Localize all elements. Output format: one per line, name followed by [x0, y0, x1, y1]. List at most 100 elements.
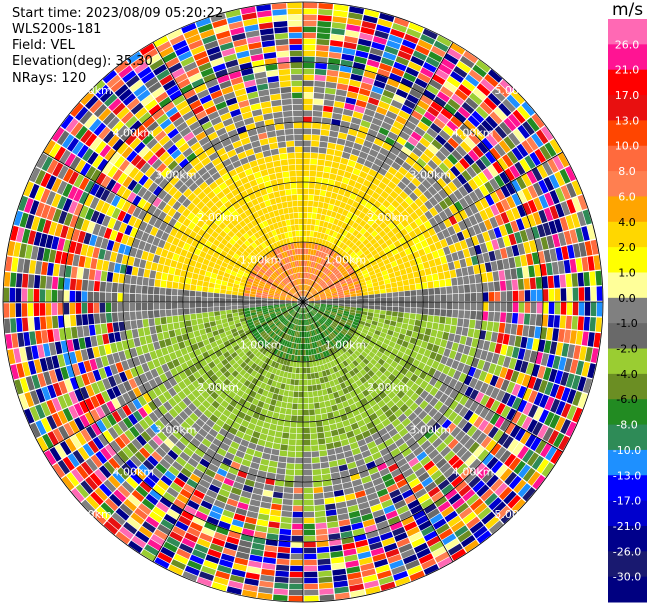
velocity-gate	[410, 373, 419, 383]
velocity-gate	[407, 412, 418, 422]
velocity-gate	[429, 541, 444, 553]
velocity-gate	[421, 476, 434, 488]
velocity-gate	[456, 362, 465, 372]
velocity-gate	[385, 457, 396, 467]
velocity-gate	[332, 305, 339, 308]
velocity-gate	[553, 315, 560, 328]
velocity-gate	[197, 318, 204, 325]
velocity-gate	[472, 64, 487, 78]
velocity-gate	[504, 453, 517, 467]
velocity-gate	[263, 311, 269, 315]
velocity-gate	[324, 322, 330, 327]
velocity-gate	[178, 515, 192, 526]
velocity-gate	[292, 296, 298, 300]
velocity-gate	[125, 265, 133, 275]
velocity-gate	[233, 455, 243, 464]
velocity-gate	[334, 150, 343, 157]
velocity-gate	[461, 102, 475, 114]
velocity-gate	[130, 472, 143, 485]
velocity-gate	[385, 423, 395, 432]
velocity-gate	[342, 328, 348, 334]
velocity-gate	[343, 289, 350, 294]
velocity-gate	[532, 211, 542, 225]
velocity-gate	[284, 346, 289, 353]
velocity-gate	[135, 530, 150, 543]
velocity-gate	[282, 333, 287, 339]
velocity-gate	[370, 337, 378, 344]
velocity-gate	[106, 413, 117, 426]
velocity-gate	[349, 362, 356, 370]
velocity-gate	[262, 422, 271, 429]
velocity-gate	[182, 387, 192, 396]
velocity-gate	[111, 292, 118, 302]
velocity-gate	[454, 381, 463, 391]
velocity-gate	[346, 134, 356, 142]
velocity-gate	[256, 289, 263, 294]
velocity-gate	[280, 522, 292, 530]
velocity-gate	[330, 312, 336, 317]
velocity-gate	[109, 440, 122, 453]
velocity-gate	[261, 362, 267, 369]
velocity-gate	[326, 279, 332, 285]
velocity-gate	[273, 304, 280, 307]
velocity-gate	[331, 373, 337, 380]
velocity-gate	[371, 347, 378, 355]
velocity-gate	[52, 162, 64, 177]
velocity-gate	[164, 338, 172, 347]
velocity-gate	[381, 418, 391, 427]
velocity-gate	[367, 369, 375, 378]
velocity-gate	[538, 209, 548, 224]
velocity-gate	[45, 234, 54, 249]
velocity-gate	[147, 455, 159, 467]
velocity-gate	[152, 435, 163, 446]
velocity-gate	[207, 302, 214, 307]
velocity-gate	[175, 440, 186, 451]
velocity-gate	[189, 554, 205, 565]
velocity-gate	[264, 326, 271, 332]
velocity-gate	[306, 285, 309, 291]
velocity-gate	[266, 435, 275, 443]
velocity-gate	[571, 273, 578, 287]
velocity-gate	[423, 190, 433, 200]
velocity-gate	[436, 177, 447, 189]
velocity-gate	[195, 418, 205, 428]
velocity-gate	[374, 302, 381, 306]
velocity-gate	[480, 394, 490, 406]
velocity-gate	[307, 305, 313, 309]
velocity-gate	[551, 261, 559, 275]
velocity-gate	[554, 416, 566, 432]
velocity-gate	[230, 270, 238, 277]
velocity-gate	[71, 229, 81, 242]
velocity-gate	[366, 492, 378, 501]
velocity-gate	[422, 414, 432, 425]
velocity-gate	[357, 392, 365, 400]
velocity-gate	[395, 115, 407, 125]
velocity-gate	[304, 291, 307, 297]
velocity-gate	[326, 307, 332, 310]
velocity-gate	[328, 229, 335, 237]
velocity-gate	[479, 101, 493, 115]
velocity-gate	[306, 355, 310, 362]
velocity-gate	[326, 294, 332, 297]
velocity-gate	[213, 302, 220, 307]
velocity-gate	[268, 404, 275, 412]
velocity-gate	[398, 427, 409, 437]
velocity-gate	[350, 422, 359, 431]
velocity-gate	[281, 401, 287, 409]
velocity-gate	[546, 354, 555, 368]
velocity-gate	[310, 439, 318, 446]
velocity-gate	[506, 381, 516, 394]
velocity-gate	[306, 260, 310, 267]
velocity-gate	[255, 304, 262, 307]
velocity-gate	[519, 229, 529, 243]
velocity-gate	[318, 257, 323, 264]
velocity-gate	[547, 430, 560, 445]
velocity-gate	[309, 300, 315, 302]
velocity-gate	[446, 294, 453, 302]
velocity-gate	[13, 210, 23, 226]
velocity-gate	[345, 97, 357, 105]
velocity-gate	[310, 274, 314, 280]
velocity-gate	[312, 469, 322, 476]
velocity-gate	[275, 474, 285, 481]
velocity-gate	[323, 485, 333, 493]
